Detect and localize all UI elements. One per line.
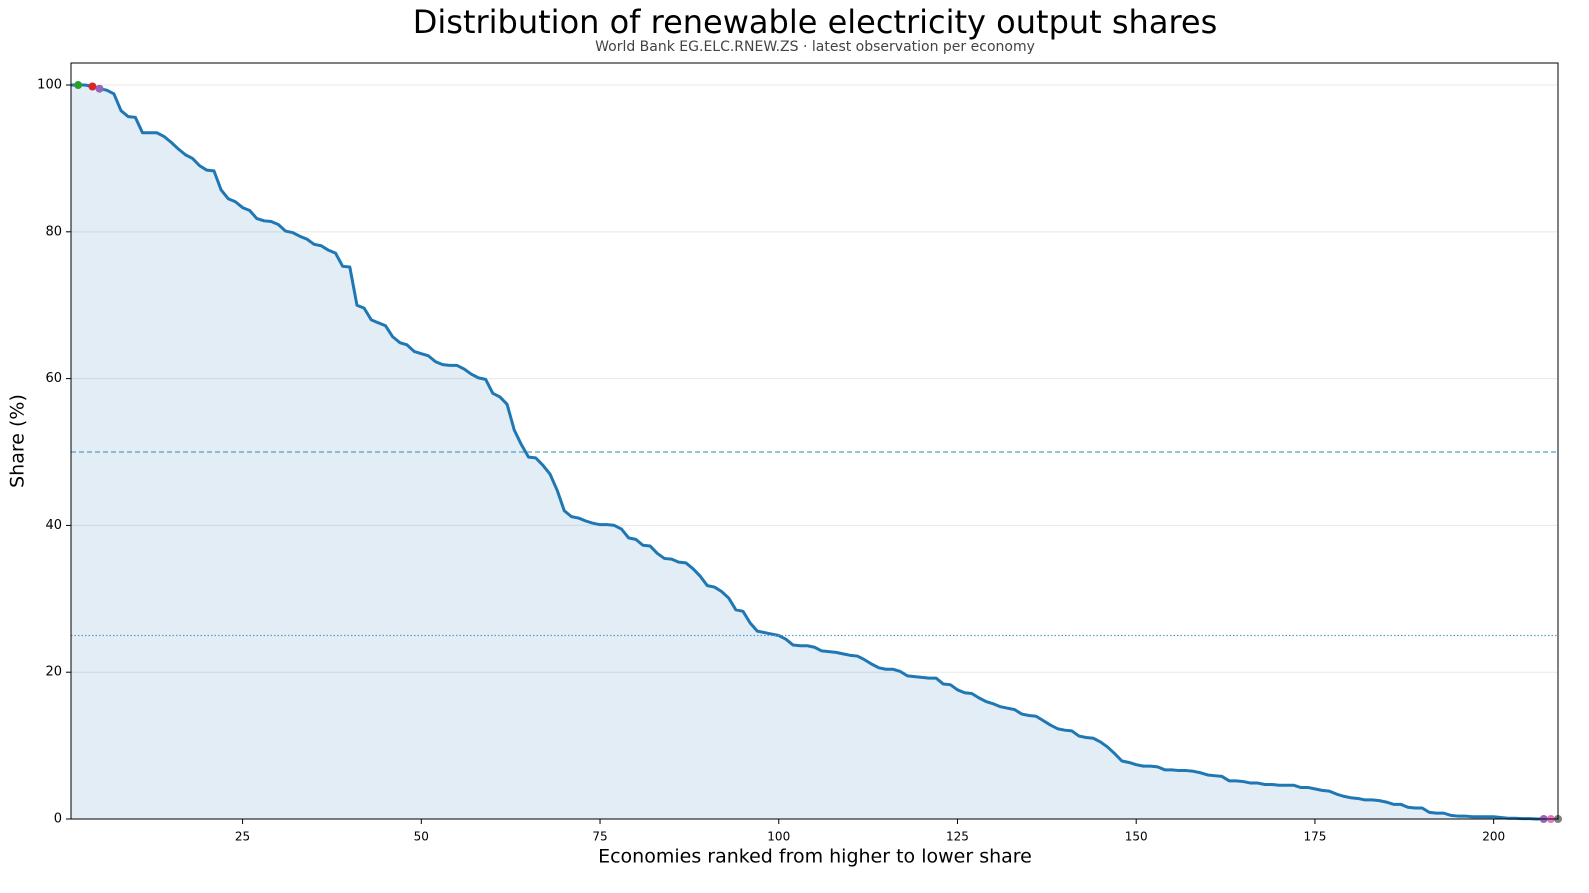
y-tick-label: 40 bbox=[45, 518, 62, 533]
x-tick-label: 75 bbox=[592, 830, 607, 844]
line-series bbox=[71, 83, 1558, 821]
y-axis-label: Share (%) bbox=[7, 394, 29, 488]
plot-frame bbox=[70, 62, 1559, 820]
x-tick-label: 100 bbox=[767, 830, 790, 844]
highlight-point bbox=[74, 81, 83, 90]
x-tick-label: 50 bbox=[414, 830, 429, 844]
x-tick-label: 25 bbox=[235, 830, 250, 844]
x-tick-label: 175 bbox=[1303, 830, 1326, 844]
y-tick-label: 80 bbox=[45, 224, 62, 239]
y-tick-label: 60 bbox=[45, 371, 62, 386]
y-tick-label: 100 bbox=[37, 78, 62, 93]
y-tick-label: 0 bbox=[54, 812, 62, 827]
x-tick-label: 150 bbox=[1125, 830, 1148, 844]
y-tick-label: 20 bbox=[45, 665, 62, 680]
x-tick-label: 125 bbox=[946, 830, 969, 844]
highlight-point bbox=[88, 82, 97, 91]
x-axis-label: Economies ranked from higher to lower sh… bbox=[598, 846, 1032, 868]
area-fill bbox=[71, 85, 1558, 820]
chart-title: Distribution of renewable electricity ou… bbox=[413, 3, 1218, 41]
chart-subtitle: World Bank EG.ELC.RNEW.ZS · latest obser… bbox=[595, 39, 1035, 55]
highlight-point bbox=[95, 84, 104, 93]
x-tick-label: 200 bbox=[1482, 830, 1505, 844]
